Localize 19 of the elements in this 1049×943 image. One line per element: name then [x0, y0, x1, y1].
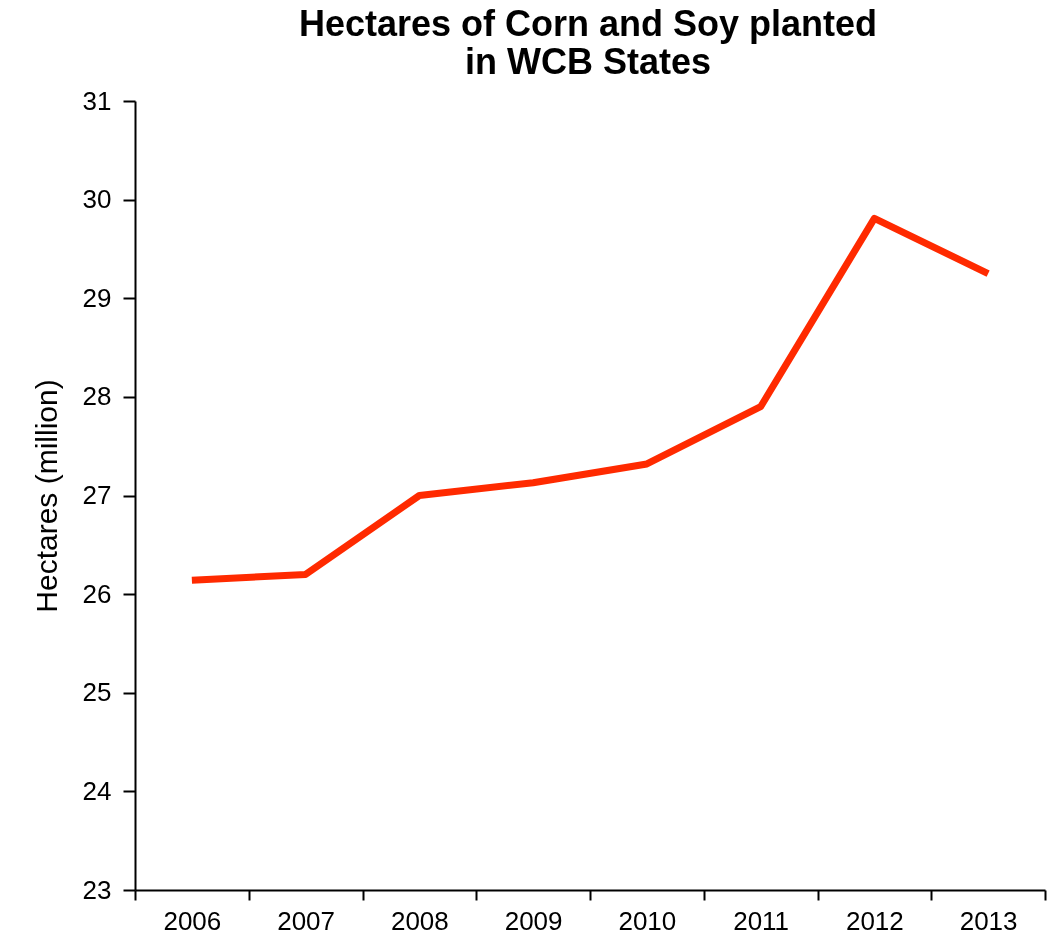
- y-tick-label: 28: [82, 381, 112, 412]
- chart-title: Hectares of Corn and Soy planted in WCB States: [298, 3, 878, 82]
- x-tick-label: 2012: [845, 905, 904, 936]
- x-tick-label: 2011: [733, 905, 790, 936]
- x-tick-label: 2009: [504, 905, 563, 936]
- x-tick-label: 2006: [163, 905, 222, 936]
- x-tick-label: 2007: [277, 905, 336, 936]
- y-tick-label: 31: [82, 85, 112, 116]
- y-tick-label: 23: [82, 874, 112, 905]
- y-tick-label: 24: [82, 775, 112, 806]
- y-tick-label: 26: [82, 578, 112, 609]
- y-tick-label: 27: [82, 480, 112, 510]
- x-tick-label: 2013: [959, 905, 1018, 936]
- y-tick-label: 29: [82, 282, 112, 313]
- y-tick-label: 25: [82, 677, 112, 708]
- x-tick-label: 2010: [618, 905, 677, 936]
- y-tick-label: 30: [82, 184, 112, 215]
- y-axis-title: Hectares (million): [29, 379, 63, 613]
- x-tick-label: 2008: [390, 905, 449, 936]
